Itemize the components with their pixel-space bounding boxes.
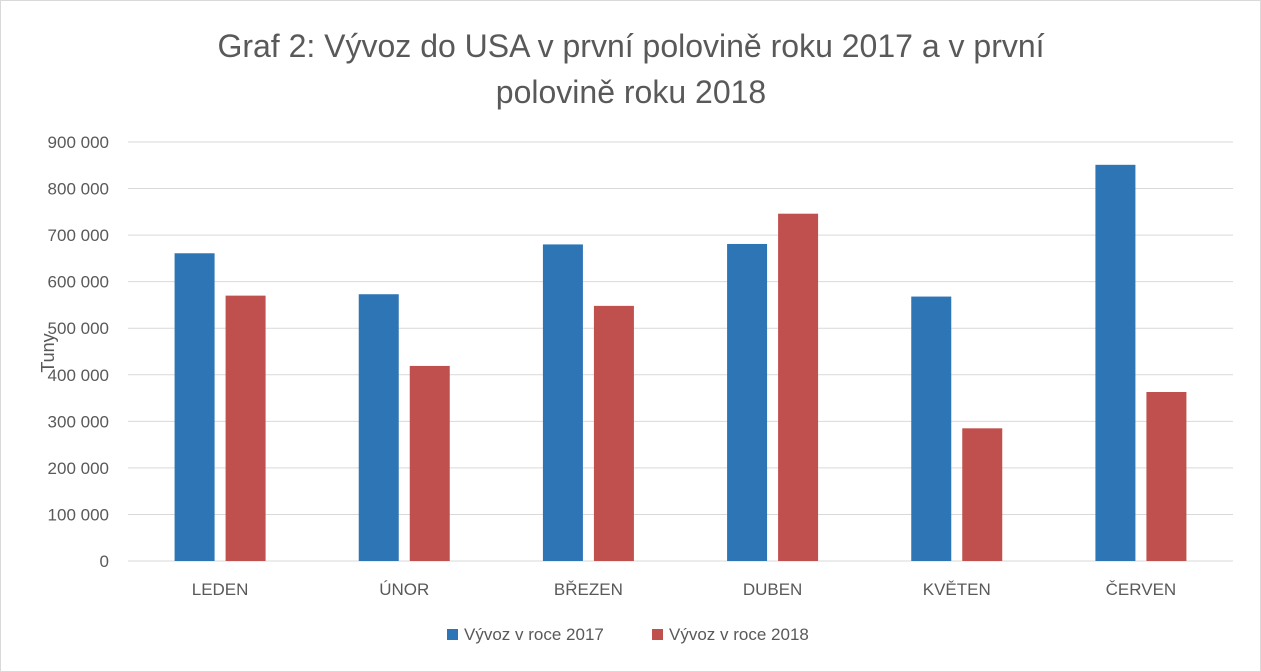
y-tick-label: 300 000	[48, 412, 109, 431]
chart-title: Graf 2: Vývoz do USA v první polovině ro…	[217, 28, 1044, 110]
bar-series-1	[911, 296, 952, 561]
legend-item: Vývoz v roce 2018	[652, 625, 809, 644]
bar-series-2	[778, 213, 819, 561]
legend-label: Vývoz v roce 2017	[464, 625, 604, 644]
bar-series-1	[358, 294, 399, 561]
y-tick-label: 500 000	[48, 319, 109, 338]
bar-series-1	[174, 253, 215, 562]
x-tick-label: DUBEN	[743, 580, 803, 599]
y-tick-label: 900 000	[48, 133, 109, 152]
y-tick-label: 0	[100, 552, 109, 571]
legend-label: Vývoz v roce 2018	[669, 625, 809, 644]
x-axis-tick-labels: LEDEN ÚNOR BŘEZEN DUBEN KVĚTEN ČERVEN	[192, 580, 1176, 599]
bar-series-1	[727, 243, 768, 561]
x-tick-label: KVĚTEN	[923, 580, 991, 599]
chart-title-line-2: polovině roku 2018	[496, 74, 766, 110]
y-tick-label: 700 000	[48, 226, 109, 245]
bar-series-2	[409, 365, 450, 561]
bar-series-2	[593, 305, 634, 561]
y-tick-label: 800 000	[48, 180, 109, 199]
bar-series-2	[962, 428, 1003, 561]
legend-swatch	[652, 629, 663, 640]
bar-series-1	[542, 244, 583, 561]
gridlines	[128, 141, 1233, 562]
legend-swatch	[447, 629, 458, 640]
x-tick-label: BŘEZEN	[554, 580, 623, 599]
x-tick-label: LEDEN	[192, 580, 249, 599]
bar-series-1	[1095, 164, 1136, 561]
legend-item: Vývoz v roce 2017	[447, 625, 604, 644]
y-tick-label: 200 000	[48, 459, 109, 478]
bar-series-2	[225, 295, 266, 561]
y-axis-title: Tuny	[38, 333, 58, 372]
x-tick-label: ČERVEN	[1106, 580, 1177, 599]
bar-series-2	[1146, 392, 1187, 561]
y-tick-label: 600 000	[48, 273, 109, 292]
chart-title-line-1: Graf 2: Vývoz do USA v první polovině ro…	[217, 28, 1044, 64]
legend: Vývoz v roce 2017 Vývoz v roce 2018	[447, 625, 809, 644]
bars	[174, 164, 1187, 562]
y-axis-tick-labels: 0 100 000 200 000 300 000 400 000 500 000 600 …	[48, 133, 109, 571]
y-tick-label: 400 000	[48, 366, 109, 385]
y-tick-label: 100 000	[48, 505, 109, 524]
x-tick-label: ÚNOR	[379, 580, 429, 599]
